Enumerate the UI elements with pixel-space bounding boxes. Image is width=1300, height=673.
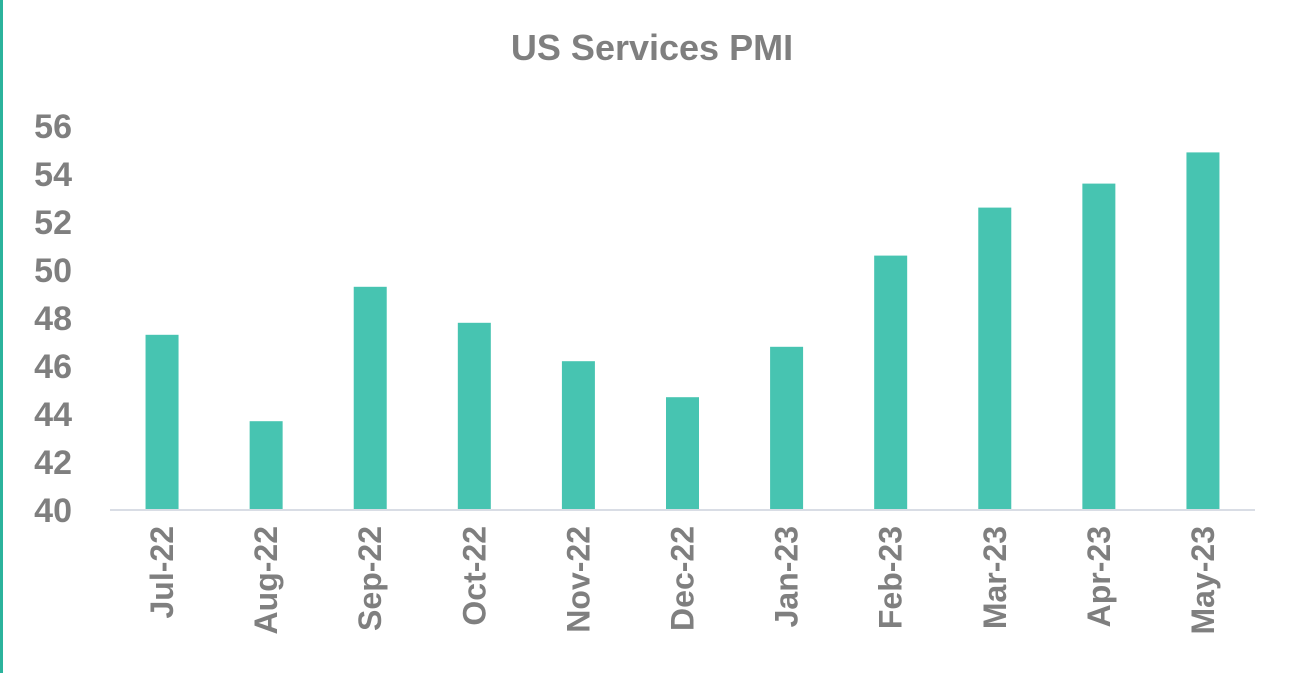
x-tick-label: Aug-22 [248,526,284,634]
bar-nov-22 [561,361,595,510]
x-tick-label: Jul-22 [144,526,180,618]
x-tick-label: May-23 [1185,526,1221,635]
x-tick-label: Feb-23 [873,526,909,629]
y-axis-ticks: 40 42 44 46 48 50 52 54 56 [34,108,72,530]
bar-jan-23 [770,346,804,510]
bar-may-23 [1186,152,1220,510]
x-axis-ticks: Jul-22 Aug-22 Sep-22 Oct-22 Nov-22 Dec-22 Jan-… [144,526,1221,635]
bar-aug-22 [249,421,283,510]
bar-oct-22 [457,322,491,510]
bar-feb-23 [874,255,908,510]
bar-jul-22 [145,334,179,510]
y-tick-label: 40 [34,492,72,530]
y-tick-label: 54 [34,156,72,194]
bars [145,152,1220,510]
y-tick-label: 50 [34,252,72,290]
y-tick-label: 52 [34,204,72,242]
bar-dec-22 [666,397,699,510]
bar-apr-23 [1082,183,1116,510]
x-tick-label: Nov-22 [560,526,596,633]
y-tick-label: 46 [34,348,72,386]
y-tick-label: 44 [34,396,72,434]
x-tick-label: Oct-22 [456,526,492,626]
x-tick-label: Jan-23 [769,526,805,627]
x-tick-label: Sep-22 [352,526,388,631]
y-tick-label: 42 [34,444,72,482]
chart-title: US Services PMI [511,27,793,68]
x-tick-label: Dec-22 [665,526,701,631]
x-tick-label: Mar-23 [977,526,1013,629]
left-accent-rule [0,0,3,673]
y-tick-label: 48 [34,300,72,338]
bar-sep-22 [353,286,387,510]
y-tick-label: 56 [34,108,72,146]
bar-mar-23 [978,207,1012,510]
x-tick-label: Apr-23 [1081,526,1117,627]
